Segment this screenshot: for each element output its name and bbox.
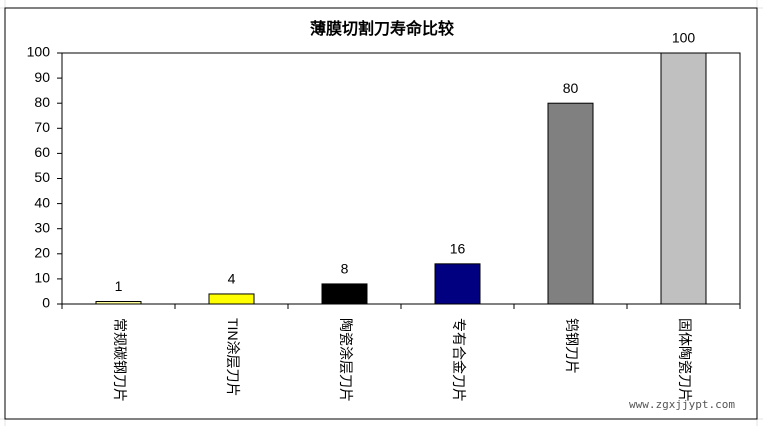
- watermark: www.zgxjjypt.com: [629, 398, 735, 411]
- data-label: 100: [672, 30, 696, 46]
- data-label: 8: [341, 261, 349, 277]
- data-label: 1: [115, 278, 123, 294]
- y-tick-label: 70: [34, 119, 50, 135]
- plot-area: [61, 52, 741, 305]
- x-tick-label: 常规碳钢刀片: [112, 318, 128, 402]
- y-tick-label: 30: [34, 219, 50, 235]
- x-tick-label: 固体陶瓷刀片: [677, 318, 693, 402]
- y-tick-label: 0: [42, 295, 50, 311]
- data-label: 4: [228, 271, 236, 287]
- bar: [660, 52, 707, 305]
- y-tick-label: 100: [27, 44, 51, 60]
- bar: [321, 283, 368, 305]
- y-tick-label: 60: [34, 144, 50, 160]
- data-label: 16: [450, 241, 466, 257]
- bar: [434, 263, 481, 305]
- y-tick-label: 20: [34, 245, 50, 261]
- bar: [208, 293, 255, 305]
- x-tick-label: 专有合金刀片: [451, 318, 467, 402]
- bar: [95, 300, 142, 305]
- y-tick-label: 80: [34, 94, 50, 110]
- y-tick-label: 40: [34, 194, 50, 210]
- y-tick-label: 90: [34, 69, 50, 85]
- bar: [547, 102, 594, 305]
- x-tick-label: TIN涂层刀片: [225, 318, 241, 397]
- x-tick-label: 钨钢刀片: [564, 318, 580, 374]
- data-label: 80: [563, 80, 579, 96]
- y-tick-label: 10: [34, 270, 50, 286]
- y-tick-label: 50: [34, 169, 50, 185]
- x-tick-label: 陶瓷涂层刀片: [338, 318, 354, 402]
- chart-title: 薄膜切割刀寿命比较: [310, 19, 454, 38]
